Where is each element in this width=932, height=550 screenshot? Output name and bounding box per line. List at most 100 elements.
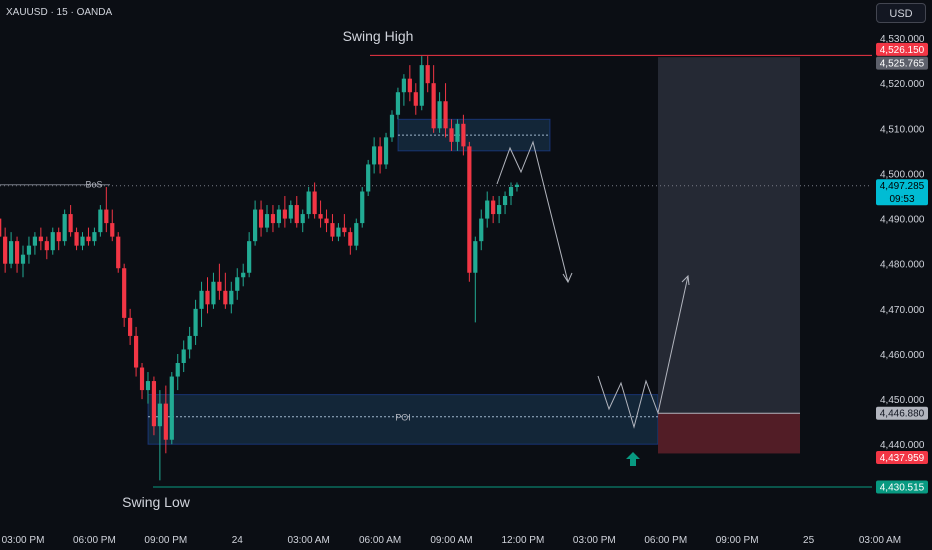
candle-body bbox=[187, 335, 192, 350]
y-tick-label: 4,510.000 bbox=[880, 124, 925, 135]
candle-body bbox=[145, 381, 151, 391]
candle-body bbox=[104, 209, 109, 224]
candle-body bbox=[44, 241, 49, 251]
candle-body bbox=[443, 101, 448, 129]
candle-body bbox=[14, 241, 20, 264]
stop-price-tag: 4,437.959 bbox=[876, 450, 928, 464]
y-tick-label: 4,530.000 bbox=[880, 34, 925, 45]
candle-body bbox=[157, 403, 162, 427]
candle-body bbox=[300, 214, 305, 224]
y-tick-label: 4,500.000 bbox=[880, 169, 925, 180]
poi-zone bbox=[147, 394, 659, 445]
candle-body bbox=[437, 101, 442, 129]
candle bbox=[372, 137, 377, 174]
candle bbox=[312, 182, 317, 219]
y-tick-label: 4,490.000 bbox=[880, 215, 925, 226]
candle-body bbox=[223, 290, 228, 305]
candle-body bbox=[455, 123, 460, 142]
candle bbox=[211, 272, 216, 309]
candle-body bbox=[407, 78, 412, 93]
candle bbox=[110, 209, 115, 242]
candle bbox=[169, 372, 174, 445]
candle bbox=[330, 214, 335, 242]
candle bbox=[193, 299, 198, 345]
target-zone bbox=[658, 57, 800, 414]
candle bbox=[300, 209, 305, 233]
candle-body bbox=[508, 186, 514, 197]
candle bbox=[235, 268, 240, 300]
price-tag-label: 4,437.959 bbox=[880, 453, 925, 464]
candle bbox=[473, 236, 478, 323]
candle bbox=[151, 376, 157, 436]
candle bbox=[407, 65, 412, 102]
candle-body bbox=[372, 146, 377, 165]
swing-low-price-tag: 4,430.515 bbox=[876, 480, 928, 494]
candle-body bbox=[122, 268, 127, 318]
candle-body bbox=[62, 214, 67, 242]
candle-body bbox=[324, 218, 329, 224]
x-tick-label: 06:00 PM bbox=[73, 535, 116, 546]
candle bbox=[336, 223, 341, 242]
target-price-tag: 4,525.765 bbox=[876, 56, 928, 70]
price-tag-box bbox=[876, 406, 928, 420]
x-tick-label: 09:00 PM bbox=[144, 535, 187, 546]
candle bbox=[449, 119, 454, 151]
candle bbox=[80, 232, 85, 251]
candle bbox=[20, 245, 26, 278]
candle bbox=[68, 205, 73, 237]
swing-high-price-tag: 4,526.150 bbox=[876, 42, 928, 56]
candle-body bbox=[264, 214, 270, 228]
candle bbox=[26, 236, 32, 264]
candle-body bbox=[50, 232, 55, 251]
price-tag-label: 4,446.880 bbox=[880, 409, 925, 420]
candle-body bbox=[401, 78, 406, 93]
candle bbox=[163, 385, 168, 454]
candle bbox=[514, 182, 520, 192]
candle-body bbox=[86, 236, 91, 242]
candle bbox=[377, 137, 383, 174]
y-tick-label: 4,460.000 bbox=[880, 350, 925, 361]
candle bbox=[419, 56, 424, 111]
candle bbox=[253, 200, 258, 246]
y-tick-label: 4,480.000 bbox=[880, 260, 925, 271]
candle-body bbox=[425, 65, 430, 84]
candle bbox=[139, 363, 145, 400]
buy-signal-arrow-icon bbox=[626, 452, 640, 466]
candle-body bbox=[38, 236, 43, 242]
price-tag-label: 4,430.515 bbox=[880, 483, 925, 494]
candle-body bbox=[473, 241, 478, 273]
candle bbox=[479, 209, 484, 251]
candle bbox=[401, 74, 406, 106]
candle bbox=[306, 186, 311, 219]
candle bbox=[502, 191, 508, 215]
candle-body bbox=[26, 245, 32, 255]
candle-body bbox=[467, 146, 472, 273]
x-tick-label: 25 bbox=[803, 535, 815, 546]
candle bbox=[508, 182, 514, 206]
candle bbox=[491, 196, 496, 224]
candle bbox=[74, 227, 79, 251]
currency-button[interactable]: USD bbox=[876, 3, 926, 23]
price-tag-box bbox=[876, 42, 928, 56]
candle bbox=[92, 227, 97, 246]
x-tick-label: 09:00 AM bbox=[430, 535, 472, 546]
x-tick-label: 12:00 PM bbox=[502, 535, 545, 546]
candle bbox=[342, 214, 347, 237]
x-tick-label: 03:00 PM bbox=[573, 535, 616, 546]
candle-body bbox=[312, 191, 317, 215]
candle bbox=[395, 87, 401, 120]
bullish-projection-path bbox=[597, 275, 689, 429]
candle-body bbox=[253, 209, 258, 242]
price-tag-box bbox=[876, 179, 928, 206]
candle-body bbox=[294, 205, 299, 224]
candle-body bbox=[247, 241, 252, 273]
candle bbox=[455, 119, 460, 151]
candle bbox=[247, 232, 252, 278]
candle bbox=[8, 232, 14, 269]
y-tick-label: 4,520.000 bbox=[880, 79, 925, 90]
candle bbox=[324, 209, 329, 233]
candle bbox=[86, 227, 91, 246]
candle bbox=[485, 191, 490, 228]
poi-label: POI bbox=[395, 413, 411, 423]
